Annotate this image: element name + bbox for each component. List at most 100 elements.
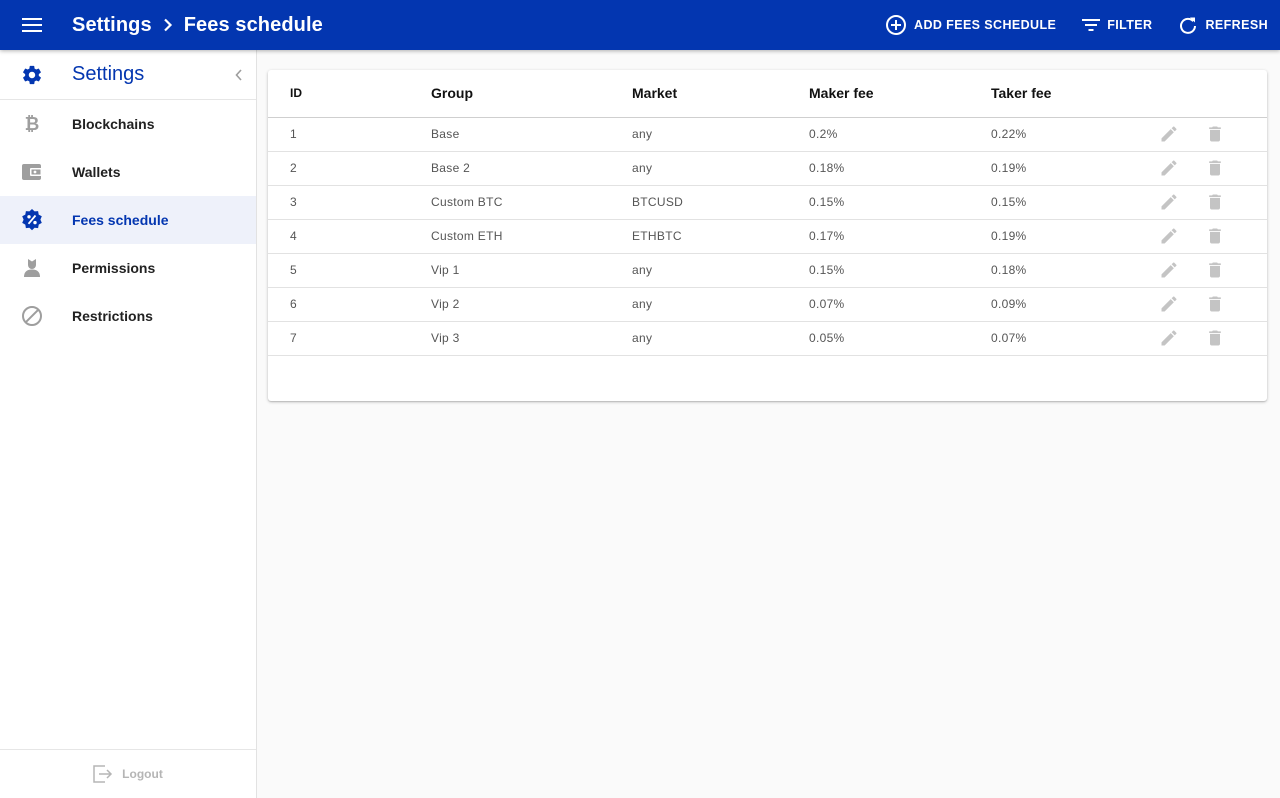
page-title: Fees schedule <box>183 13 323 36</box>
cell-maker-fee: 0.18% <box>809 151 991 186</box>
cell-taker-fee: 0.15% <box>991 185 1159 220</box>
cell-taker-fee: 0.22% <box>991 117 1159 152</box>
cell-id: 7 <box>268 321 431 356</box>
filter-icon <box>1082 19 1101 31</box>
bitcoin-icon: ₿ <box>0 113 64 135</box>
sidebar-item-restrictions[interactable]: Restrictions <box>0 292 256 340</box>
cell-actions <box>1159 151 1267 186</box>
add-circle-icon <box>886 15 907 35</box>
cell-actions <box>1159 287 1267 322</box>
cell-group: Base <box>431 117 632 152</box>
collapse-sidebar-button[interactable] <box>234 65 244 90</box>
pencil-icon <box>1161 126 1177 142</box>
cell-taker-fee: 0.09% <box>991 287 1159 322</box>
cell-group: Base 2 <box>431 151 632 186</box>
edit-button[interactable] <box>1159 328 1179 348</box>
refresh-button[interactable]: REFRESH <box>1170 7 1276 43</box>
breadcrumb-root[interactable]: Settings <box>72 13 152 36</box>
refresh-icon <box>1180 17 1197 34</box>
delete-button[interactable] <box>1205 158 1225 178</box>
cell-id: 1 <box>268 117 431 152</box>
fees-schedule-card: ID Group Market Maker fee Taker fee 1 Ba… <box>268 70 1267 401</box>
cell-id: 2 <box>268 151 431 186</box>
edit-button[interactable] <box>1159 192 1179 212</box>
logout-icon <box>93 765 113 783</box>
pencil-icon <box>1161 160 1177 176</box>
table-row[interactable]: 4 Custom ETH ETHBTC 0.17% 0.19% <box>268 219 1267 254</box>
cell-actions <box>1159 117 1267 152</box>
column-header-id[interactable]: ID <box>268 70 431 118</box>
cell-id: 3 <box>268 185 431 220</box>
trash-icon <box>1209 330 1221 346</box>
refresh-label: REFRESH <box>1205 18 1268 32</box>
table-row[interactable]: 2 Base 2 any 0.18% 0.19% <box>268 151 1267 186</box>
cell-actions <box>1159 219 1267 254</box>
edit-button[interactable] <box>1159 158 1179 178</box>
cell-taker-fee: 0.19% <box>991 219 1159 254</box>
column-header-group[interactable]: Group <box>431 70 632 118</box>
sidebar-item-label: Blockchains <box>72 116 155 132</box>
toolbar-actions: ADD FEES SCHEDULE FILTER REFRESH <box>877 0 1280 50</box>
sidebar-item-label: Restrictions <box>72 308 153 324</box>
table-row[interactable]: 6 Vip 2 any 0.07% 0.09% <box>268 287 1267 322</box>
cell-market: ETHBTC <box>632 219 809 254</box>
menu-button[interactable] <box>0 0 64 50</box>
trash-icon <box>1209 160 1221 176</box>
breadcrumb: Settings Fees schedule <box>72 14 323 37</box>
table-row[interactable]: 7 Vip 3 any 0.05% 0.07% <box>268 321 1267 356</box>
add-fees-schedule-button[interactable]: ADD FEES SCHEDULE <box>877 7 1064 43</box>
table-row[interactable]: 5 Vip 1 any 0.15% 0.18% <box>268 253 1267 288</box>
sidebar-item-wallets[interactable]: Wallets <box>0 148 256 196</box>
edit-button[interactable] <box>1159 226 1179 246</box>
cell-market: any <box>632 117 809 152</box>
delete-button[interactable] <box>1205 226 1225 246</box>
delete-button[interactable] <box>1205 260 1225 280</box>
column-header-taker-fee[interactable]: Taker fee <box>991 70 1159 118</box>
app-bar: Settings Fees schedule ADD FEES SCHEDULE… <box>0 0 1280 50</box>
user-permission-icon <box>0 257 64 279</box>
filter-label: FILTER <box>1107 18 1153 32</box>
delete-button[interactable] <box>1205 124 1225 144</box>
cell-maker-fee: 0.07% <box>809 287 991 322</box>
wallet-icon <box>0 162 64 182</box>
trash-icon <box>1209 296 1221 312</box>
pencil-icon <box>1161 228 1177 244</box>
sidebar-item-blockchains[interactable]: ₿ Blockchains <box>0 100 256 148</box>
cell-group: Vip 3 <box>431 321 632 356</box>
trash-icon <box>1209 126 1221 142</box>
filter-button[interactable]: FILTER <box>1074 7 1160 43</box>
logout-button[interactable]: Logout <box>0 749 256 798</box>
sidebar: Settings ₿ Blockchains Wallets Fees sche… <box>0 50 257 798</box>
sidebar-item-fees-schedule[interactable]: Fees schedule <box>0 196 256 244</box>
sidebar-item-permissions[interactable]: Permissions <box>0 244 256 292</box>
cell-group: Vip 2 <box>431 287 632 322</box>
cell-maker-fee: 0.15% <box>809 185 991 220</box>
cell-market: any <box>632 253 809 288</box>
edit-button[interactable] <box>1159 124 1179 144</box>
cell-market: any <box>632 287 809 322</box>
cell-taker-fee: 0.19% <box>991 151 1159 186</box>
cell-id: 4 <box>268 219 431 254</box>
edit-button[interactable] <box>1159 260 1179 280</box>
cell-maker-fee: 0.15% <box>809 253 991 288</box>
cell-id: 6 <box>268 287 431 322</box>
trash-icon <box>1209 228 1221 244</box>
delete-button[interactable] <box>1205 294 1225 314</box>
table-row[interactable]: 1 Base any 0.2% 0.22% <box>268 117 1267 152</box>
pencil-icon <box>1161 330 1177 346</box>
cell-actions <box>1159 321 1267 356</box>
column-header-maker-fee[interactable]: Maker fee <box>809 70 991 118</box>
cell-group: Custom BTC <box>431 185 632 220</box>
table-row[interactable]: 3 Custom BTC BTCUSD 0.15% 0.15% <box>268 185 1267 220</box>
svg-text:₿: ₿ <box>25 114 40 135</box>
cell-taker-fee: 0.18% <box>991 253 1159 288</box>
block-icon <box>0 305 64 327</box>
logout-label: Logout <box>122 767 163 781</box>
chevron-right-icon <box>163 18 173 32</box>
cell-maker-fee: 0.05% <box>809 321 991 356</box>
column-header-market[interactable]: Market <box>632 70 809 118</box>
gear-icon <box>0 64 64 86</box>
delete-button[interactable] <box>1205 328 1225 348</box>
edit-button[interactable] <box>1159 294 1179 314</box>
delete-button[interactable] <box>1205 192 1225 212</box>
